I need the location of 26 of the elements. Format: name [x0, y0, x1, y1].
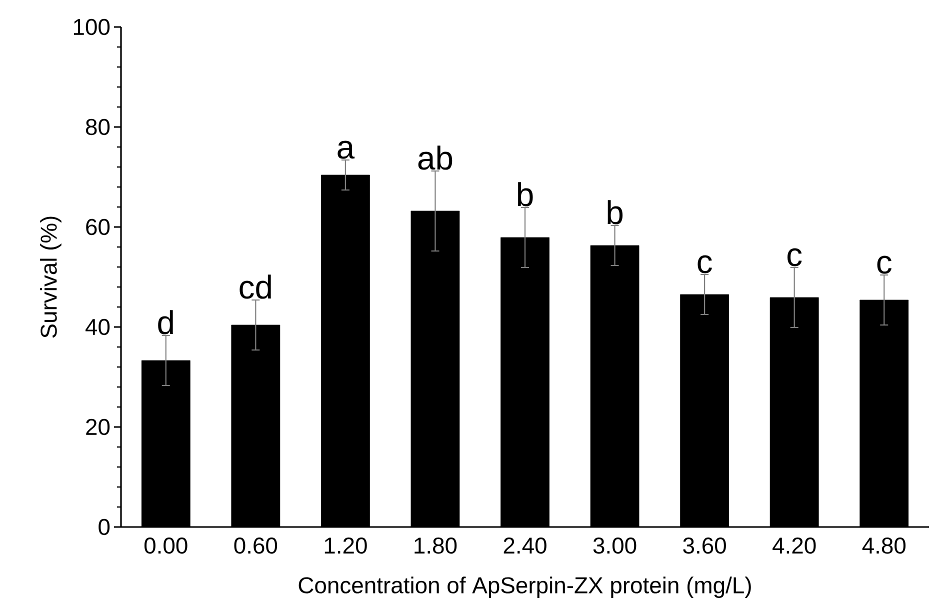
annotation: c [788, 248, 802, 266]
x-tick-label: 0.00 [144, 538, 188, 554]
annotation: b [608, 200, 623, 224]
x-tick-label: 1.20 [324, 538, 367, 554]
annotation: ab [418, 146, 452, 170]
y-tick-label: 40 [86, 318, 110, 336]
y-tick-label: 0 [98, 518, 110, 536]
y-tick-label: 20 [86, 418, 110, 436]
annotation: c [877, 256, 892, 274]
annotation: d [158, 310, 173, 334]
y-axis-title: Survival (%) [40, 216, 62, 338]
annotation: cd [240, 274, 271, 299]
x-tick-label: 4.80 [862, 538, 906, 554]
x-tick-label: 2.40 [504, 538, 546, 554]
annotation: c [698, 255, 712, 274]
x-tick-label: 1.80 [414, 538, 457, 554]
y-tick-label: 100 [74, 18, 110, 36]
x-axis-title: Concentration of ApSerpin-ZX protein (mg/L) [298, 576, 751, 598]
x-tick-label: 0.60 [234, 538, 278, 554]
x-tick-label: 3.60 [683, 538, 726, 554]
x-tick-label: 4.20 [772, 538, 816, 554]
y-tick-label: 60 [86, 218, 110, 236]
annotation: b [518, 182, 533, 206]
x-tick-label: 3.00 [593, 538, 636, 554]
annotation: a [338, 140, 355, 159]
y-tick-label: 80 [86, 118, 110, 136]
